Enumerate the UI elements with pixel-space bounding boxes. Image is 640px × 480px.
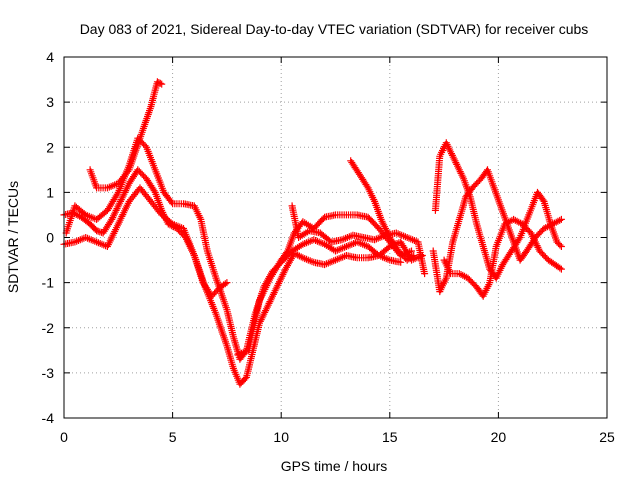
marker-trail <box>62 134 426 363</box>
x-tick-label: 25 <box>599 429 615 445</box>
x-tick-label: 5 <box>169 429 177 445</box>
x-tick-label: 0 <box>60 429 68 445</box>
series-trace-1 <box>62 134 426 363</box>
series-trace-4 <box>86 78 166 192</box>
y-tick-label: 3 <box>46 94 54 110</box>
axis-ticks: 0 5 10 15 20 25 -4 -3 -2 -1 0 1 2 3 4 <box>42 49 615 445</box>
x-tick-label: 15 <box>382 429 398 445</box>
y-tick-label: 0 <box>46 230 54 246</box>
series-trace-5 <box>234 211 415 359</box>
marker-trail <box>288 202 429 278</box>
y-tick-label: 4 <box>46 49 54 65</box>
plot-frame <box>63 56 608 419</box>
marker-trail <box>440 215 565 300</box>
x-tick-label: 10 <box>273 429 289 445</box>
y-tick-label: -2 <box>42 320 55 336</box>
y-tick-label: 2 <box>46 139 54 155</box>
grid-lines <box>64 57 607 418</box>
y-tick-label: 1 <box>46 184 54 200</box>
series-trace-10 <box>440 215 565 300</box>
x-axis-label: GPS time / hours <box>281 458 388 474</box>
marker-trail <box>86 78 166 192</box>
y-tick-label: -4 <box>42 410 55 426</box>
y-axis-label: SDTVAR / TECUs <box>5 181 21 293</box>
data-markers <box>60 78 565 388</box>
marker-trail <box>234 211 415 359</box>
chart-title: Day 083 of 2021, Sidereal Day-to-day VTE… <box>80 21 589 37</box>
series-trace-6 <box>288 202 429 278</box>
series-trace-7 <box>347 157 418 264</box>
y-tick-label: -3 <box>42 365 55 381</box>
y-tick-label: -1 <box>42 275 55 291</box>
marker-trail <box>347 157 418 264</box>
x-tick-label: 20 <box>491 429 507 445</box>
